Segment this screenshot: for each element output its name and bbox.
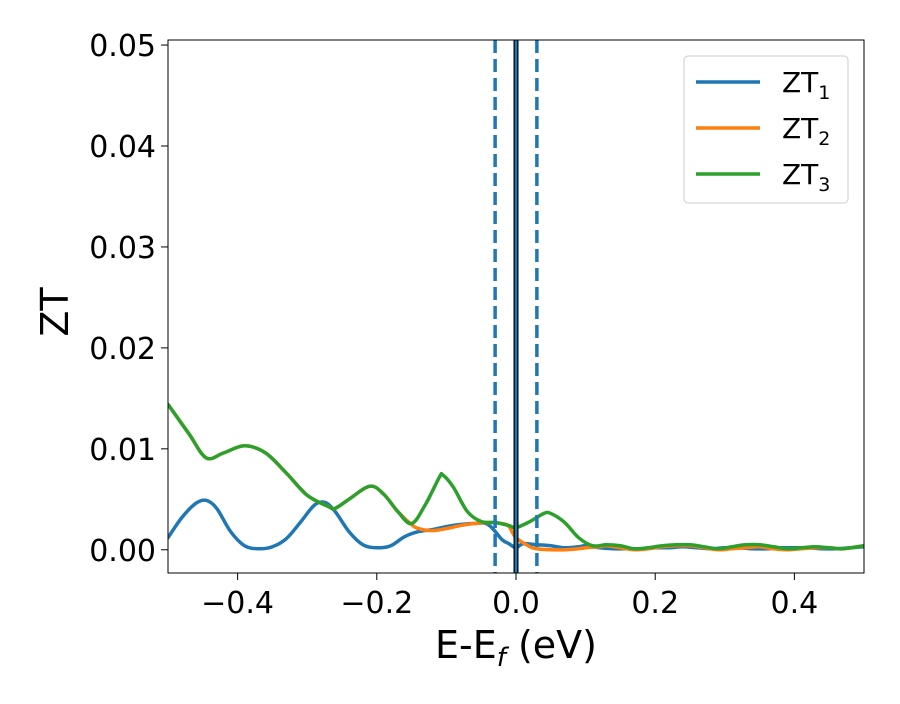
- x-tick-label: −0.4: [201, 586, 274, 621]
- y-tick-label: 0.02: [89, 332, 156, 367]
- x-tick-label: 0.0: [492, 586, 540, 621]
- legend-label-zt2: ZT2: [782, 112, 830, 150]
- legend-label-zt1: ZT1: [782, 66, 830, 104]
- plot-series: [168, 402, 864, 552]
- reference-lines: [493, 40, 539, 573]
- series-line-zt3: [168, 402, 864, 551]
- y-tick-label: 0.05: [89, 29, 156, 64]
- y-axis: 0.00 0.01 0.02 0.03 0.04 0.05: [89, 29, 168, 569]
- x-axis: −0.4 −0.2 0.0 0.2 0.4: [201, 573, 818, 621]
- legend: ZT1 ZT2 ZT3: [683, 55, 849, 204]
- x-tick-label: 0.4: [771, 586, 819, 621]
- y-axis-label: ZT: [33, 287, 77, 337]
- x-axis-label: E-Ef (eV): [435, 623, 597, 673]
- y-tick-label: 0.01: [89, 433, 156, 468]
- legend-box: [683, 55, 849, 204]
- y-tick-label: 0.00: [89, 534, 156, 569]
- x-tick-label: 0.2: [631, 586, 679, 621]
- x-tick-label: −0.2: [340, 586, 413, 621]
- x-axis-label-tail: (eV): [506, 623, 597, 667]
- y-tick-label: 0.04: [89, 130, 156, 165]
- legend-label-zt3: ZT3: [782, 158, 830, 196]
- y-tick-label: 0.03: [89, 231, 156, 266]
- x-axis-label-main: E-E: [435, 623, 497, 667]
